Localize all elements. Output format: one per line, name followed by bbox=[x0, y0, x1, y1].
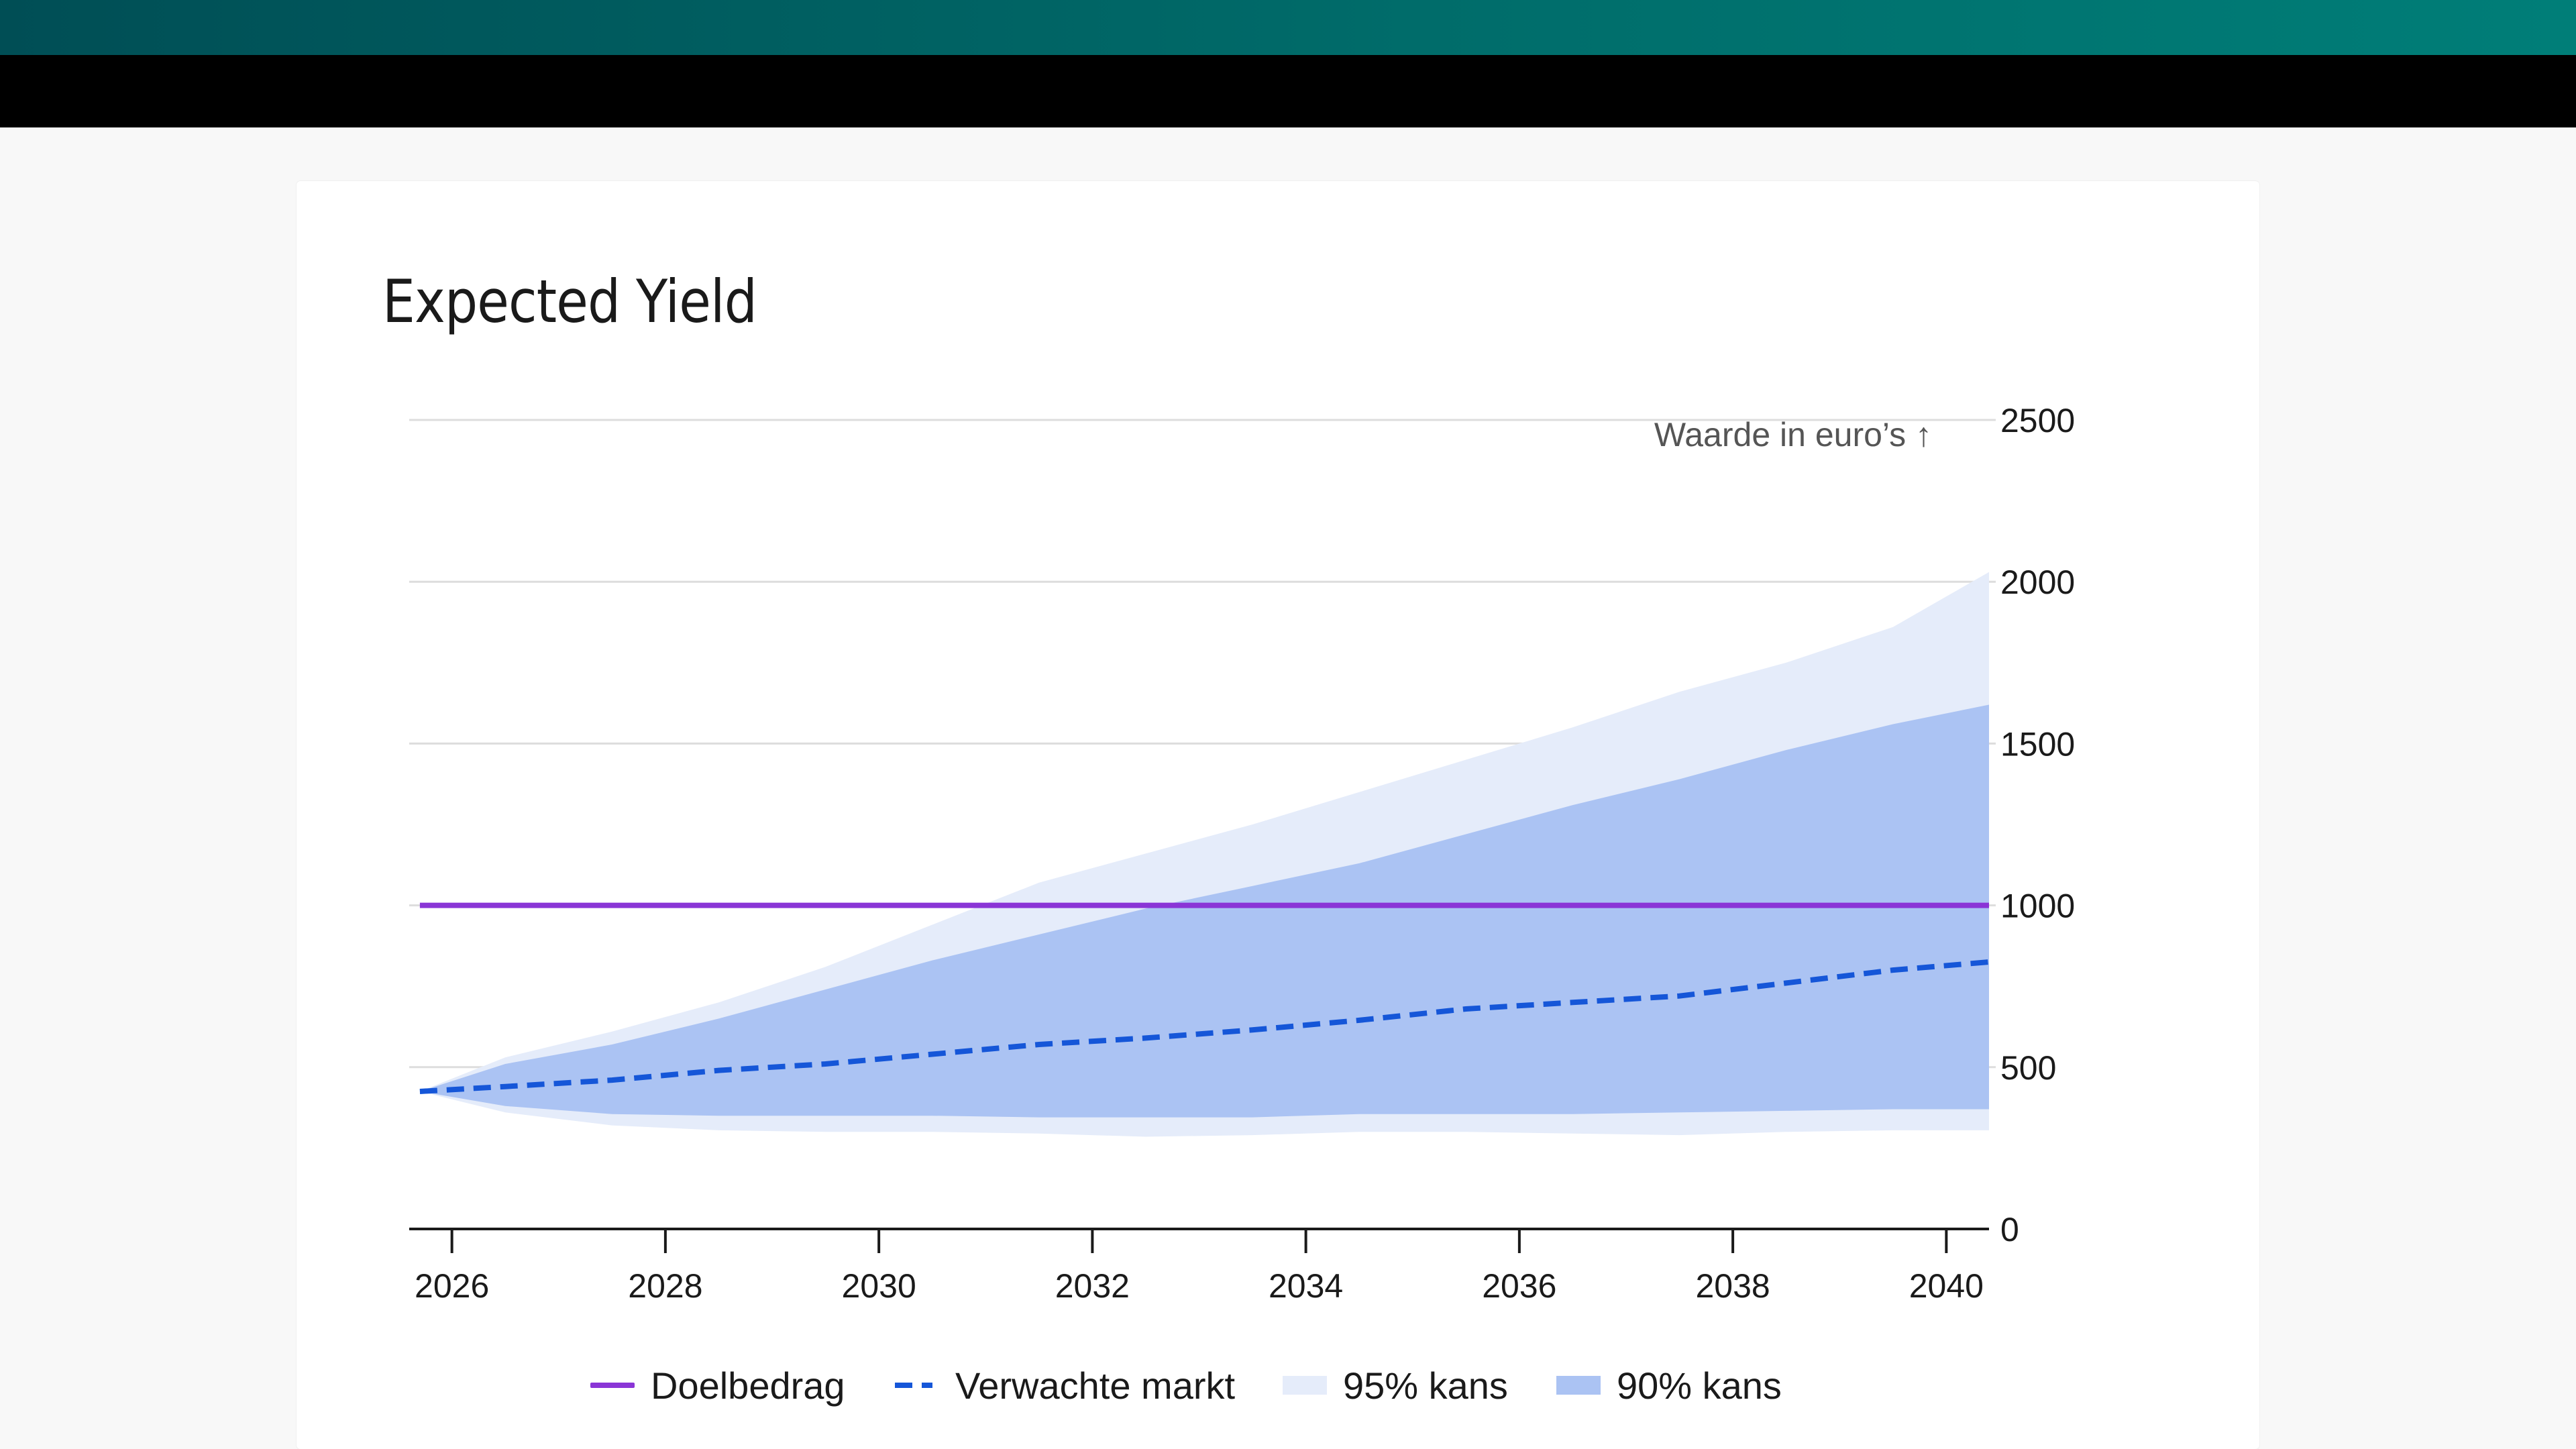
legend-label-verwachte-markt: Verwachte markt bbox=[955, 1364, 1236, 1407]
legend-label-doelbedrag: Doelbedrag bbox=[651, 1364, 845, 1407]
x-tick-label: 2030 bbox=[842, 1267, 916, 1305]
x-tick-label: 2026 bbox=[415, 1267, 489, 1305]
x-tick-label: 2032 bbox=[1055, 1267, 1130, 1305]
legend-label-90-kans: 90% kans bbox=[1617, 1364, 1782, 1407]
y-axis-unit-label: Waarde in euro’s ↑ bbox=[1654, 416, 1932, 453]
y-tick-label: 2500 bbox=[2000, 402, 2075, 439]
legend-item-90-kans[interactable]: 90% kans bbox=[1556, 1362, 1782, 1409]
y-tick-label: 0 bbox=[2000, 1211, 2019, 1248]
legend-swatch-verwachte-markt bbox=[895, 1383, 939, 1388]
axes: 0 500 1000 1500 2000 2500 2026 2028 2030 2032 2034… bbox=[409, 402, 2075, 1305]
y-tick-label: 500 bbox=[2000, 1049, 2056, 1087]
series-lines bbox=[419, 902, 1990, 1094]
x-tick-label: 2040 bbox=[1909, 1267, 1984, 1305]
x-tick-label: 2038 bbox=[1695, 1267, 1770, 1305]
legend-swatch-doelbedrag bbox=[590, 1383, 635, 1388]
page-title: Expected Yield bbox=[382, 267, 757, 336]
x-tick-label: 2034 bbox=[1269, 1267, 1343, 1305]
legend-label-95-kans: 95% kans bbox=[1343, 1364, 1508, 1407]
legend-swatch-95-kans bbox=[1283, 1376, 1327, 1395]
legend-item-verwachte-markt[interactable]: Verwachte markt bbox=[895, 1362, 1235, 1409]
top-banner bbox=[0, 0, 2576, 55]
black-header-bar bbox=[0, 55, 2576, 127]
band-90-layer bbox=[419, 704, 1990, 1118]
legend-item-doelbedrag[interactable]: Doelbedrag bbox=[590, 1362, 845, 1409]
line-verwachte-markt bbox=[419, 959, 1990, 1094]
y-tick-label: 1500 bbox=[2000, 725, 2075, 763]
legend-swatch-90-kans bbox=[1556, 1376, 1601, 1395]
x-tick-label: 2036 bbox=[1482, 1267, 1556, 1305]
chart-legend: Doelbedrag Verwachte markt 95% kans 90% … bbox=[0, 1362, 2576, 1409]
legend-item-95-kans[interactable]: 95% kans bbox=[1283, 1362, 1508, 1409]
y-tick-label: 2000 bbox=[2000, 564, 2075, 601]
x-tick-label: 2028 bbox=[628, 1267, 702, 1305]
band-90-kans bbox=[419, 704, 1990, 1118]
y-tick-label: 1000 bbox=[2000, 888, 2075, 925]
